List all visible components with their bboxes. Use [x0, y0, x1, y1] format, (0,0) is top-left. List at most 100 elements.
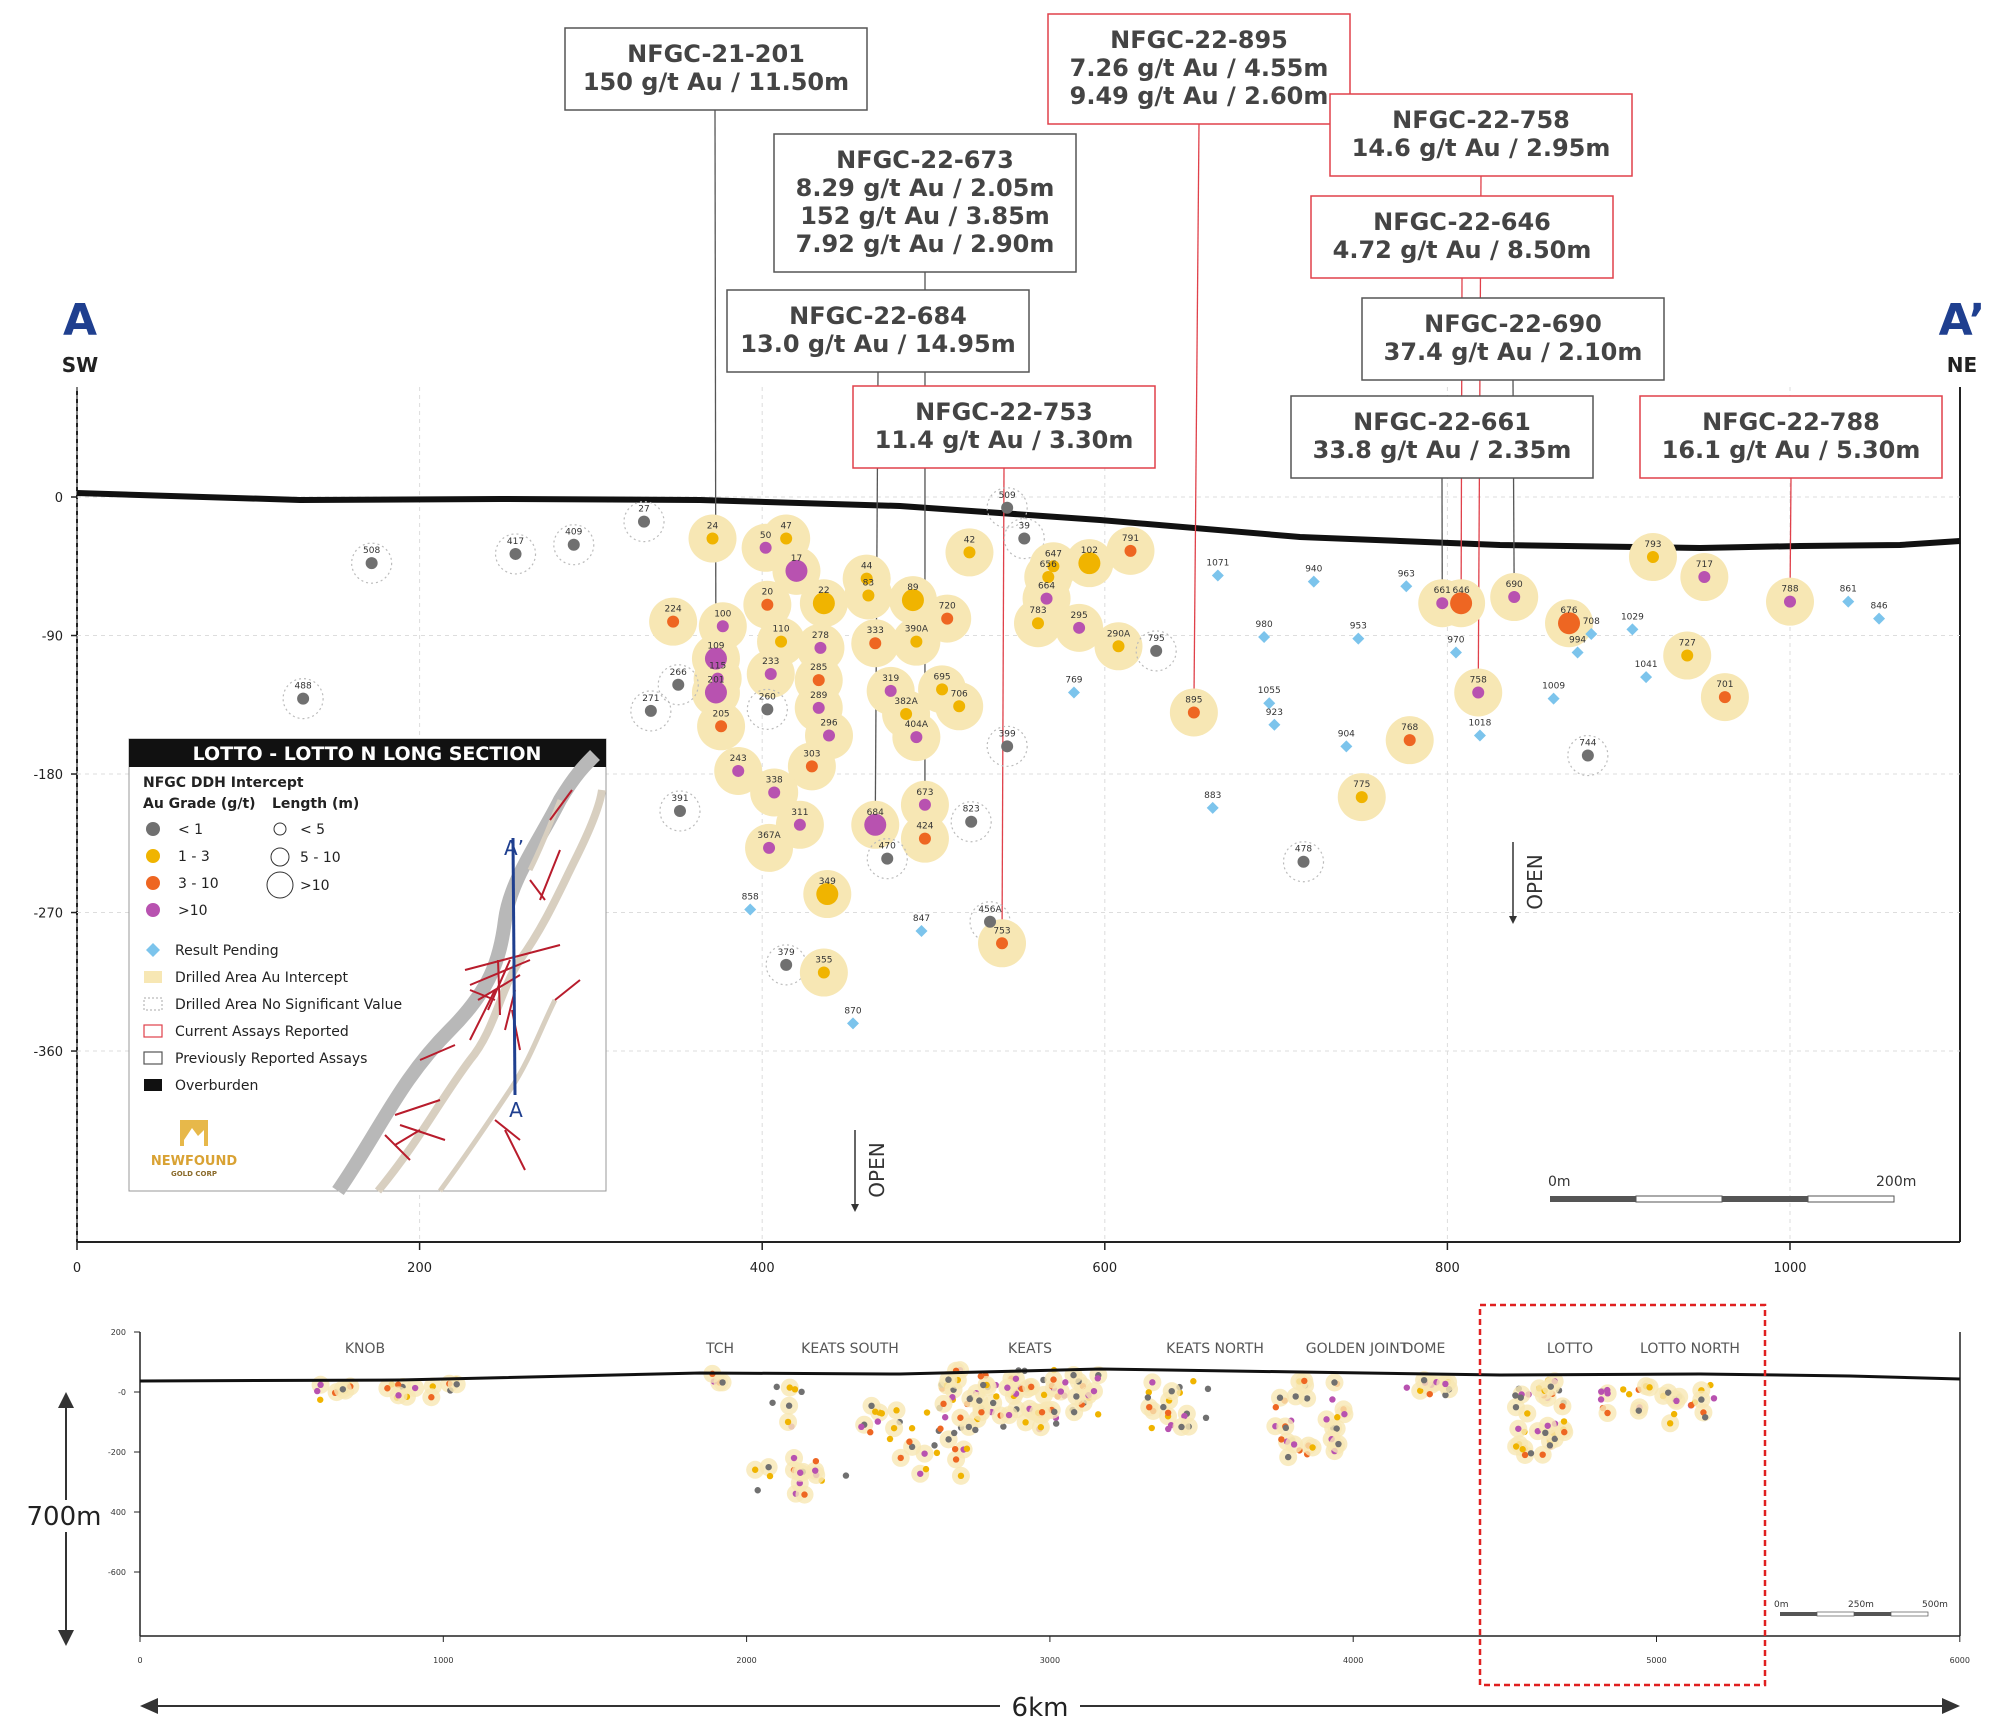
hole-label: 424 — [916, 822, 933, 832]
legend-symbol-label: Current Assays Reported — [175, 1024, 349, 1040]
y-tick-label: -270 — [33, 907, 63, 922]
intercept-marker — [1124, 545, 1136, 557]
legend-grade-label: 1 - 3 — [178, 849, 210, 865]
intercept-marker — [996, 937, 1008, 949]
ov-intercept-dot — [1304, 1395, 1310, 1401]
ov-x-tick-label: 1000 — [433, 1656, 453, 1665]
x-tick-label: 200 — [407, 1261, 432, 1276]
intercept-marker — [765, 668, 777, 680]
width-dimension: 6km — [140, 1690, 1960, 1723]
hole-label: 788 — [1781, 585, 1798, 595]
intercept-marker — [763, 842, 775, 854]
intercept-marker — [674, 805, 686, 817]
intercept-marker — [1041, 593, 1053, 605]
ov-intercept-dot — [1542, 1430, 1548, 1436]
ov-x-tick-label: 3000 — [1040, 1656, 1060, 1665]
ov-x-tick-label: 5000 — [1646, 1656, 1666, 1665]
ov-intercept-dot — [1291, 1441, 1297, 1447]
direction-sw: SW — [62, 353, 98, 377]
logo-line2: GOLD CORP — [171, 1170, 217, 1178]
y-tick-label: -180 — [33, 768, 63, 783]
intercept-marker — [885, 685, 897, 697]
hole-label: 994 — [1569, 635, 1586, 645]
ov-intercept-dot — [1702, 1414, 1708, 1420]
ov-intercept-dot — [1667, 1420, 1673, 1426]
ov-intercept-dot — [1203, 1415, 1209, 1421]
ov-intercept-dot — [957, 1415, 963, 1421]
hole-label: 24 — [707, 522, 719, 532]
hole-label: 39 — [1019, 522, 1031, 532]
overview-y-ticks: 200-0-200-400-600 — [108, 1328, 140, 1577]
ov-intercept-dot — [1149, 1379, 1155, 1385]
legend-length-label: >10 — [300, 878, 330, 894]
ov-intercept-dot — [931, 1442, 937, 1448]
hole-label: 50 — [760, 531, 772, 541]
hole-label: 1055 — [1258, 686, 1281, 696]
intercept-marker — [1001, 740, 1013, 752]
legend-symbol-label: Overburden — [175, 1078, 258, 1094]
ov-intercept-dot — [1548, 1383, 1554, 1389]
logo-line1: NEWFOUND — [151, 1154, 237, 1169]
hole-label: 509 — [999, 491, 1016, 501]
legend-intercept-title: NFGC DDH Intercept — [143, 775, 304, 791]
ov-intercept-dot — [340, 1386, 346, 1392]
open-label-right: OPEN — [1523, 854, 1547, 909]
ov-intercept-dot — [964, 1446, 970, 1452]
callout-assay-line: 9.49 g/t Au / 2.60m — [1070, 82, 1329, 110]
hole-label: 355 — [815, 956, 832, 966]
intercept-marker — [1784, 596, 1796, 608]
legend-symbol-swatch — [144, 1079, 162, 1091]
ov-intercept-dot — [1673, 1398, 1679, 1404]
ov-intercept-dot — [786, 1403, 792, 1409]
pending-marker — [1352, 633, 1364, 645]
hole-label: 319 — [882, 674, 899, 684]
hole-label: 676 — [1560, 606, 1577, 616]
ov-intercept-dot — [1636, 1407, 1642, 1413]
hole-label: 861 — [1840, 585, 1857, 595]
ov-intercept-dot — [937, 1426, 943, 1432]
ov-intercept-dot — [1626, 1391, 1632, 1397]
ov-intercept-dot — [1421, 1377, 1427, 1383]
ov-intercept-dot — [1335, 1441, 1341, 1447]
ov-intercept-dot — [923, 1466, 929, 1472]
hole-label: 102 — [1081, 546, 1098, 556]
hole-label: 970 — [1447, 635, 1464, 645]
ov-intercept-dot — [940, 1401, 946, 1407]
ov-intercept-dot — [942, 1414, 948, 1420]
ov-intercept-dot — [1058, 1388, 1064, 1394]
ov-intercept-dot — [893, 1407, 899, 1413]
ov-intercept-dot — [924, 1409, 930, 1415]
ov-intercept-dot — [1091, 1388, 1097, 1394]
ov-intercept-dot — [1169, 1388, 1175, 1394]
ov-intercept-dot — [1512, 1392, 1518, 1398]
intercept-marker — [672, 679, 684, 691]
ov-intercept-dot — [990, 1400, 996, 1406]
ov-intercept-dot — [1062, 1379, 1068, 1385]
ov-intercept-dot — [858, 1424, 864, 1430]
legend-grade-header: Au Grade (g/t) — [143, 796, 256, 812]
hole-label: 684 — [867, 808, 884, 818]
ov-intercept-dot — [1071, 1409, 1077, 1415]
intercept-marker — [953, 700, 965, 712]
ov-intercept-dot — [1292, 1393, 1298, 1399]
ov-intercept-dot — [1038, 1424, 1044, 1430]
callout-hole-id: NFGC-22-753 — [915, 398, 1093, 426]
section-end-a-prime: A’ — [1939, 295, 1986, 346]
ov-intercept-dot — [1711, 1395, 1717, 1401]
legend-panel: LOTTO - LOTTO N LONG SECTION NFGC DDH In… — [129, 739, 606, 1191]
intercept-marker — [1404, 734, 1416, 746]
hole-label: 846 — [1870, 602, 1887, 612]
ov-intercept-dot — [909, 1425, 915, 1431]
ov-intercept-dot — [1070, 1372, 1076, 1378]
pending-marker — [1450, 646, 1462, 658]
ov-intercept-dot — [755, 1487, 761, 1493]
hole-label: 224 — [665, 605, 682, 615]
callout-assay-line: 4.72 g/t Au / 8.50m — [1333, 236, 1592, 264]
callout-assay-line: 33.8 g/t Au / 2.35m — [1313, 436, 1572, 464]
ov-intercept-dot — [813, 1458, 819, 1464]
